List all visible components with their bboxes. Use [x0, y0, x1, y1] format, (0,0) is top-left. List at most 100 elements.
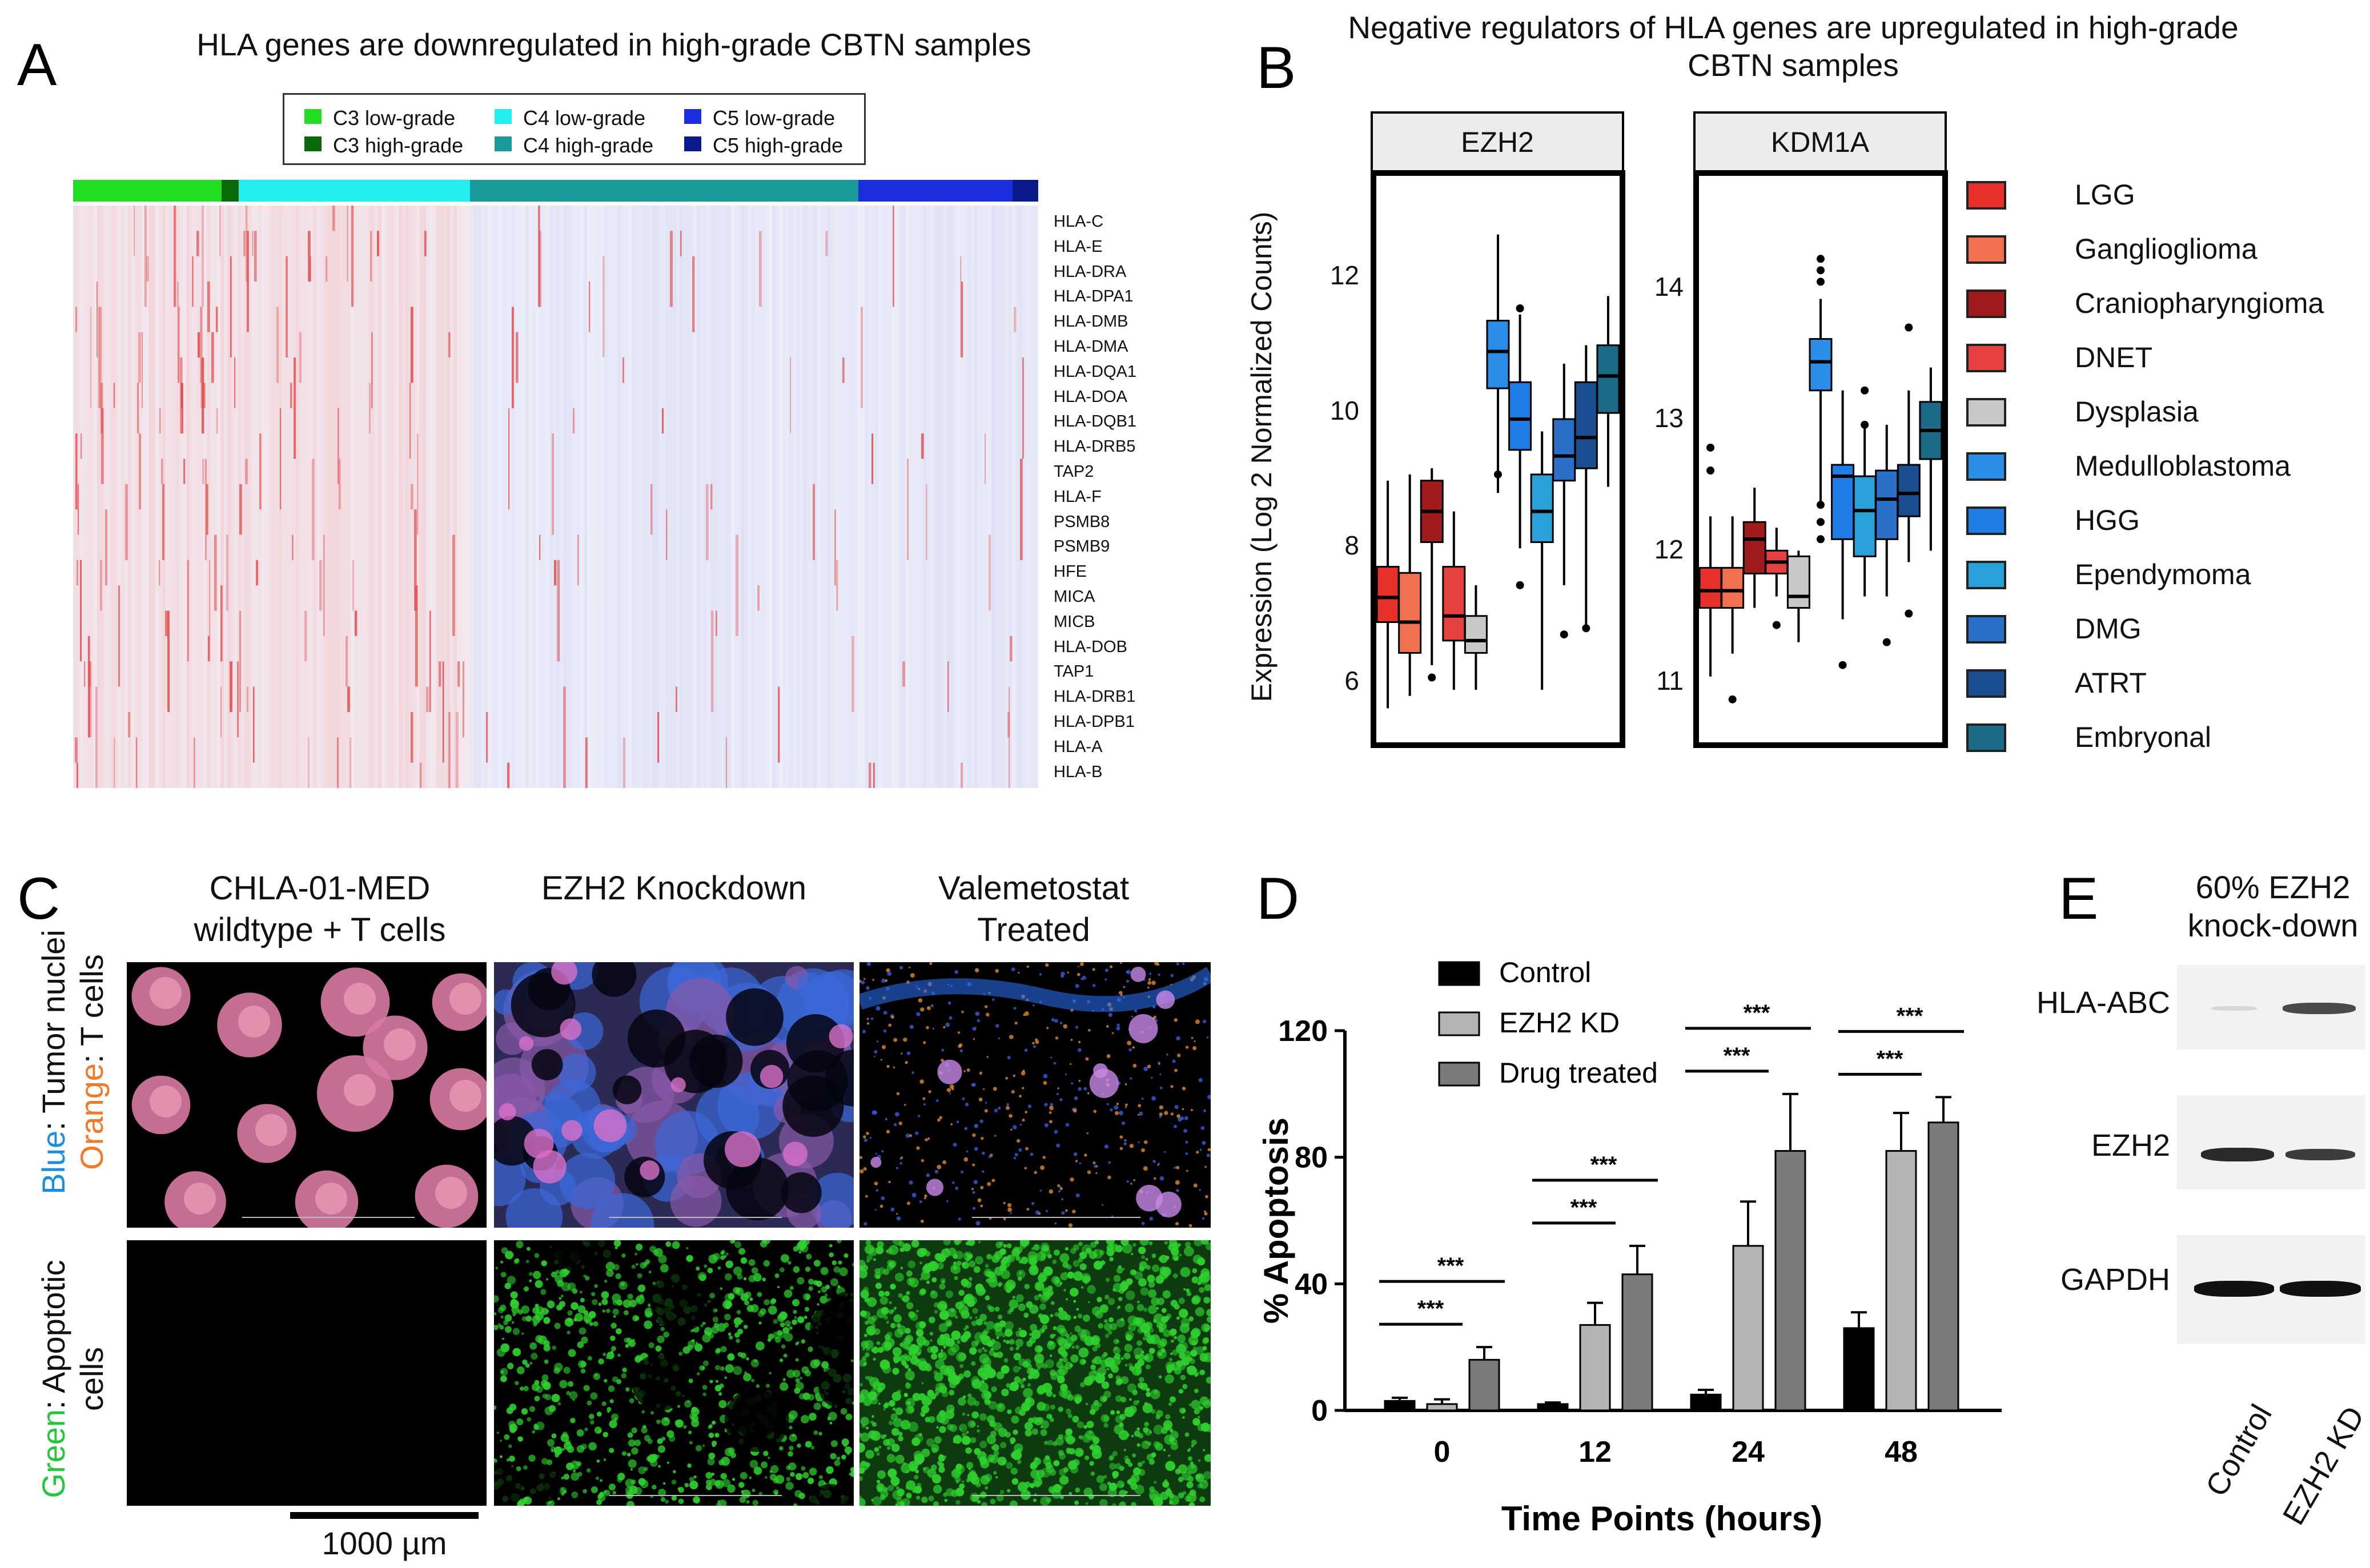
apoptotic-signal	[1128, 1481, 1131, 1485]
apoptotic-signal	[1145, 1364, 1151, 1370]
cell-dot	[961, 1171, 964, 1174]
cell-dot	[927, 1137, 930, 1140]
heatmap-cell	[220, 585, 223, 662]
heatmap-cell	[77, 560, 78, 586]
bar-ezh2-kd	[1426, 1403, 1458, 1412]
apoptotic-signal	[974, 1340, 979, 1345]
apoptotic-signal	[795, 1358, 799, 1362]
cell-dot	[1034, 1171, 1038, 1175]
heatmap-column	[310, 206, 313, 788]
apoptotic-signal	[716, 1348, 721, 1353]
apoptotic-signal	[919, 1277, 923, 1281]
apoptotic-signal	[921, 1382, 924, 1385]
apoptotic-signal	[1034, 1294, 1039, 1301]
cell-dot	[1035, 1210, 1040, 1215]
apoptotic-signal	[1107, 1361, 1114, 1368]
apoptotic-signal	[892, 1347, 902, 1357]
apoptotic-signal	[850, 1471, 854, 1477]
heatmap-cell	[192, 256, 194, 307]
legend-swatch-dysplasia	[1966, 398, 2006, 427]
cell-dot	[954, 970, 959, 974]
apoptotic-signal	[503, 1320, 508, 1325]
apoptotic-signal	[628, 1459, 637, 1468]
heatmap-column	[573, 206, 577, 788]
cell-dot	[937, 1164, 942, 1169]
significance-label: ***	[1417, 1296, 1444, 1321]
apoptotic-signal	[971, 1361, 976, 1366]
apoptotic-signal	[940, 1336, 951, 1346]
heatmap-column	[752, 206, 755, 788]
heatmap-column	[635, 206, 638, 788]
apoptotic-signal	[785, 1482, 794, 1490]
facet-header-kdm1a: KDM1A	[1693, 111, 1947, 173]
apoptotic-signal	[1206, 1316, 1211, 1323]
significance-label: ***	[1724, 1043, 1750, 1068]
heatmap-column	[697, 206, 700, 788]
apoptotic-signal	[626, 1338, 633, 1345]
box	[1398, 572, 1422, 654]
apoptotic-signal	[609, 1448, 614, 1453]
apoptotic-signal	[494, 1405, 497, 1410]
cell-dot	[946, 1088, 951, 1092]
cell-dot	[961, 1010, 964, 1014]
cell-dot	[1022, 1119, 1025, 1122]
heatmap-column	[128, 206, 131, 788]
apoptotic-signal	[876, 1479, 881, 1483]
apoptotic-signal	[760, 1308, 766, 1315]
gene-label: HFE	[1054, 562, 1087, 581]
apoptotic-signal	[1136, 1443, 1140, 1447]
apoptotic-signal	[1025, 1429, 1033, 1437]
apoptotic-signal	[898, 1432, 903, 1437]
apoptotic-signal	[937, 1253, 946, 1263]
apoptotic-signal	[851, 1401, 854, 1405]
apoptotic-signal	[561, 1488, 564, 1491]
band-hla-kd	[2283, 1003, 2356, 1014]
apoptotic-signal	[877, 1486, 883, 1493]
heatmap-cell	[424, 231, 427, 256]
cell-dot	[975, 1221, 981, 1226]
apoptotic-signal	[745, 1291, 752, 1298]
cell-dot	[1148, 978, 1151, 981]
apoptotic-signal	[1059, 1389, 1068, 1398]
heatmap-cell	[989, 534, 991, 611]
apoptotic-signal	[610, 1335, 616, 1341]
heatmap-cell	[78, 484, 79, 535]
gene-label: HLA-C	[1054, 212, 1104, 231]
apoptotic-signal	[1171, 1339, 1174, 1343]
heatmap-cell	[219, 206, 221, 256]
heatmap-column	[124, 206, 128, 788]
apoptotic-signal	[598, 1429, 602, 1433]
apoptotic-signal	[716, 1380, 718, 1383]
apoptotic-signal	[611, 1346, 617, 1352]
apoptotic-signal	[1144, 1441, 1148, 1444]
apoptotic-signal	[568, 1349, 576, 1357]
tumor-spheroid-core	[150, 977, 182, 1009]
heatmap-column	[584, 206, 587, 788]
apoptotic-signal	[887, 1485, 894, 1491]
heatmap-cell	[144, 206, 147, 307]
y-tick-label: 0	[1311, 1394, 1328, 1428]
apoptotic-signal	[511, 1321, 515, 1324]
heatmap-column	[320, 206, 323, 788]
apoptotic-signal	[1118, 1297, 1123, 1301]
heatmap-cell	[136, 737, 138, 788]
apoptotic-signal	[1010, 1437, 1016, 1444]
apoptotic-signal	[677, 1487, 681, 1490]
heatmap-column	[902, 206, 906, 788]
heatmap-cell	[304, 610, 307, 662]
heatmap-cell	[415, 585, 418, 687]
apoptotic-signal	[743, 1373, 752, 1382]
apoptotic-signal	[774, 1273, 780, 1278]
apoptotic-signal	[1086, 1421, 1094, 1429]
apoptotic-signal	[769, 1299, 776, 1305]
apoptotic-signal	[1169, 1396, 1176, 1403]
apoptotic-signal	[1065, 1408, 1071, 1414]
apoptotic-signal	[894, 1306, 897, 1310]
apoptotic-signal	[808, 1346, 813, 1352]
apoptotic-signal	[961, 1278, 969, 1286]
legend-swatch-hgg	[1966, 506, 2006, 535]
cell-dot	[1166, 1053, 1168, 1056]
heatmap-column	[978, 206, 981, 788]
apoptotic-signal	[1024, 1422, 1033, 1431]
cell-dot	[949, 1016, 953, 1020]
